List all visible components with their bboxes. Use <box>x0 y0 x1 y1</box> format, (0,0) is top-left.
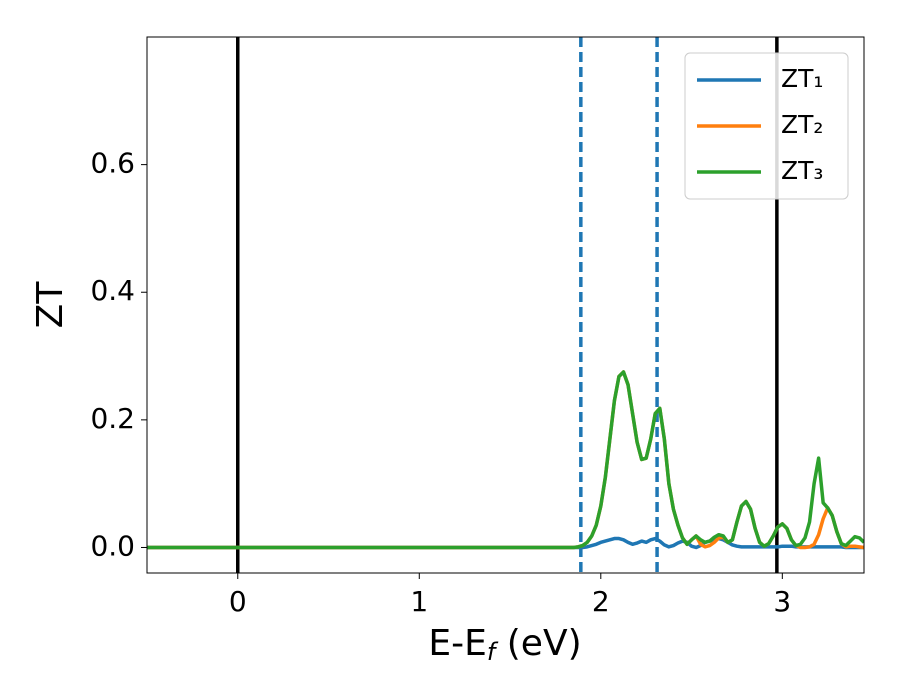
y-axis-label: ZT <box>30 281 71 329</box>
x-axis-label: E-Ef (eV) <box>428 623 581 666</box>
series-line <box>147 536 864 550</box>
x-tick-label: 0 <box>229 585 247 618</box>
y-tick-label: 0.6 <box>90 147 135 180</box>
y-tick-label: 0.4 <box>90 274 135 307</box>
series-line <box>147 370 864 550</box>
x-label-part: (eV) <box>495 623 581 664</box>
legend-label: ZT₁ <box>781 64 823 93</box>
legend-label: ZT₂ <box>781 110 823 139</box>
x-label-part: E-E <box>428 623 486 664</box>
x-tick-label: 3 <box>773 585 791 618</box>
legend-box <box>684 52 849 200</box>
plot-frame <box>146 36 865 574</box>
y-tick-label: 0.2 <box>90 402 135 435</box>
y-tick-label: 0.0 <box>90 529 135 562</box>
x-tick-label: 1 <box>410 585 428 618</box>
x-tick-label: 2 <box>592 585 610 618</box>
legend-label: ZT₃ <box>781 156 823 185</box>
